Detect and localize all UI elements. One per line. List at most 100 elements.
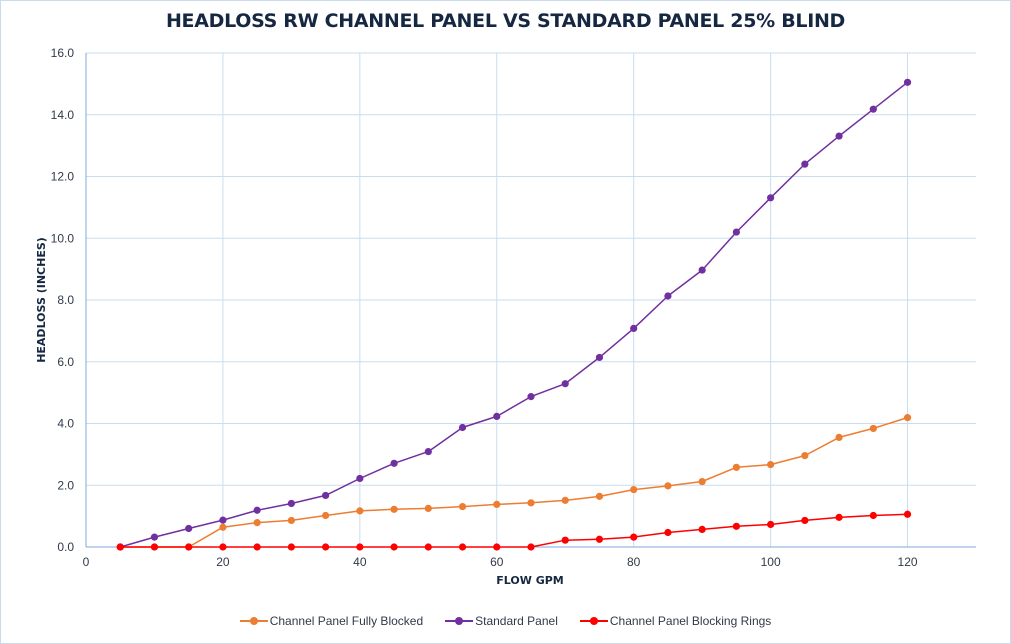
data-point xyxy=(801,452,809,460)
x-tick-label: 100 xyxy=(761,555,781,569)
data-point xyxy=(322,543,330,551)
data-point xyxy=(561,536,569,544)
data-point xyxy=(150,533,159,541)
data-point xyxy=(664,292,672,300)
data-point xyxy=(287,499,295,508)
data-point xyxy=(424,447,432,456)
data-point xyxy=(253,519,261,527)
series-line xyxy=(119,81,908,548)
data-point xyxy=(561,380,569,388)
data-point xyxy=(869,105,877,113)
chart-title: HEADLOSS RW CHANNEL PANEL VS STANDARD PA… xyxy=(165,10,846,32)
data-point xyxy=(630,485,638,494)
data-point xyxy=(835,132,843,140)
data-point xyxy=(561,496,569,504)
data-point xyxy=(801,160,809,168)
legend-marker-icon xyxy=(445,616,474,626)
y-tick-label: 6.0 xyxy=(57,355,74,369)
series-line xyxy=(120,513,908,548)
data-point xyxy=(630,324,638,333)
data-point xyxy=(493,543,501,551)
data-point xyxy=(253,543,261,551)
data-point xyxy=(664,528,672,537)
data-point xyxy=(458,502,467,511)
x-tick-label: 0 xyxy=(83,555,90,569)
data-point xyxy=(424,504,432,513)
x-axis-title: FLOW GPM xyxy=(496,574,563,587)
data-point xyxy=(732,228,740,236)
legend-item: Standard Panel xyxy=(445,614,558,628)
data-point xyxy=(869,424,877,433)
data-point xyxy=(219,543,227,551)
legend-marker-icon xyxy=(239,616,268,626)
series-line xyxy=(120,416,908,548)
data-point xyxy=(219,523,227,531)
data-point xyxy=(287,543,295,551)
data-point xyxy=(835,513,843,521)
y-tick-label: 8.0 xyxy=(57,293,74,307)
y-tick-label: 12.0 xyxy=(51,170,75,184)
data-point xyxy=(698,477,706,486)
data-point xyxy=(595,535,604,543)
data-point xyxy=(356,507,364,515)
data-point xyxy=(732,463,740,471)
data-point xyxy=(150,543,159,551)
x-tick-label: 20 xyxy=(216,555,230,569)
data-point xyxy=(458,543,467,551)
legend-item: Channel Panel Blocking Rings xyxy=(579,614,772,628)
legend-label: Channel Panel Blocking Rings xyxy=(609,614,772,628)
x-tick-label: 80 xyxy=(627,555,641,569)
data-point xyxy=(903,414,912,422)
series-layer xyxy=(116,78,912,551)
data-point xyxy=(527,543,535,551)
x-tick-label: 120 xyxy=(898,555,918,569)
data-point xyxy=(903,510,912,518)
data-point xyxy=(185,524,193,533)
data-point xyxy=(664,482,672,490)
data-point xyxy=(390,505,398,513)
data-point xyxy=(595,492,604,500)
legend-item: Channel Panel Fully Blocked xyxy=(239,614,424,628)
y-axis-title: HEADLOSS (INCHES) xyxy=(35,237,48,363)
data-point xyxy=(322,491,330,500)
y-tick-label: 4.0 xyxy=(57,417,74,431)
data-point xyxy=(116,543,124,551)
data-point xyxy=(698,525,706,534)
data-point xyxy=(356,543,364,551)
data-point xyxy=(493,500,501,508)
data-point xyxy=(767,520,775,529)
series-channel-panel-fully-blocked xyxy=(116,414,912,551)
x-tick-label: 40 xyxy=(353,555,367,569)
x-tick-label: 60 xyxy=(490,555,504,569)
legend-label: Channel Panel Fully Blocked xyxy=(269,614,424,628)
y-tick-label: 2.0 xyxy=(57,478,74,492)
data-point xyxy=(732,522,740,530)
legend-marker-icon xyxy=(579,616,608,626)
data-point xyxy=(801,516,809,525)
data-point xyxy=(390,543,398,551)
y-tick-label: 10.0 xyxy=(51,231,75,245)
data-point xyxy=(767,460,775,469)
data-point xyxy=(287,516,295,525)
legend: Channel Panel Fully Blocked Standard Pane… xyxy=(0,614,1011,628)
data-point xyxy=(630,533,638,541)
y-tick-label: 16.0 xyxy=(51,46,75,60)
data-point xyxy=(322,511,330,520)
data-point xyxy=(253,506,261,514)
tick-labels: 0.0 2.0 4.0 6.0 8.0 10.0 12.0 14.0 16.0 0 20 40 60 80… xyxy=(51,46,918,569)
data-point xyxy=(458,423,467,432)
data-point xyxy=(527,499,535,507)
data-point xyxy=(185,543,193,551)
data-point xyxy=(493,412,501,420)
data-point xyxy=(424,543,432,551)
gridlines xyxy=(86,52,976,547)
y-tick-label: 14.0 xyxy=(51,108,75,122)
data-point xyxy=(903,78,912,86)
series-channel-panel-blocking-rings xyxy=(116,510,912,551)
data-point xyxy=(356,474,364,483)
data-point xyxy=(767,194,775,202)
y-tick-label: 0.0 xyxy=(57,540,74,554)
series-standard-panel xyxy=(116,78,912,551)
data-point xyxy=(527,393,535,401)
